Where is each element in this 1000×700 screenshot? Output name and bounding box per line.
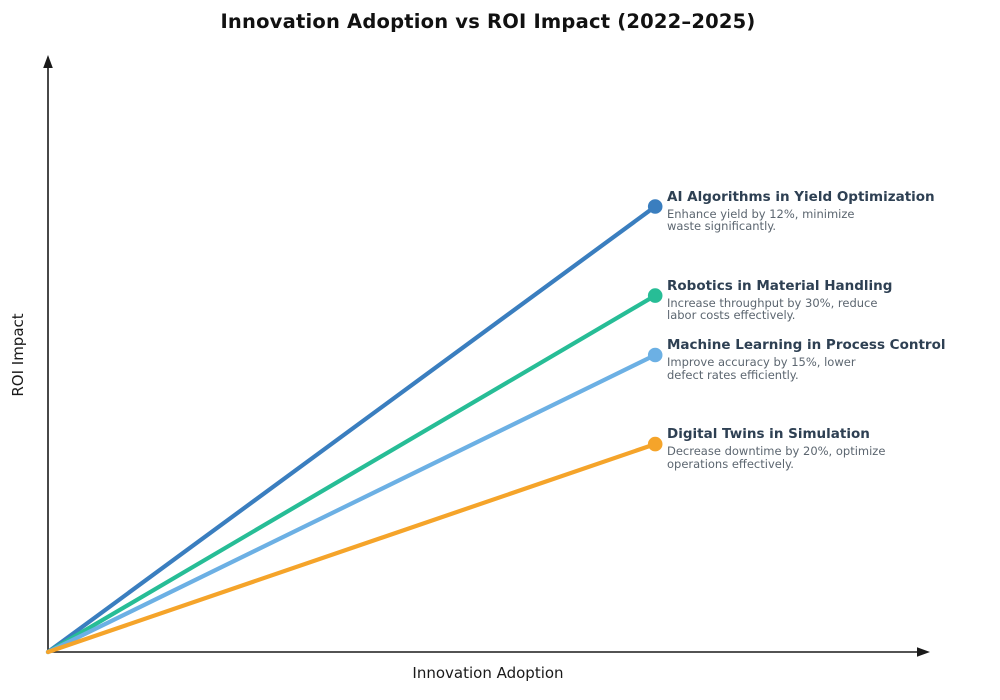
series-description: Increase throughput by 30%, reduce labor… [667, 295, 987, 323]
series-label: Robotics in Material Handling Increase t… [667, 278, 987, 322]
series-end-point [647, 436, 663, 452]
series-name: Machine Learning in Process Control [667, 337, 946, 353]
series-description-line: labor costs effectively. [667, 308, 796, 323]
series-end-point [647, 288, 663, 303]
series-description: Enhance yield by 12%, minimize waste sig… [667, 206, 987, 233]
series-end-point [647, 347, 663, 363]
series-description-line: Decrease downtime by 20%, optimize [667, 444, 886, 459]
x-axis-arrow-icon [917, 647, 930, 657]
series-name: AI Algorithms in Yield Optimization [667, 188, 935, 205]
series-description-line: defect rates efficiently. [667, 367, 799, 382]
series-description: Improve accuracy by 15%, lower defect ra… [667, 356, 987, 381]
series-end-point [647, 199, 663, 214]
series-description: Decrease downtime by 20%, optimize opera… [667, 445, 987, 470]
series-description-line: Enhance yield by 12%, minimize [667, 206, 855, 221]
series-description-line: operations effectively. [667, 456, 794, 471]
series-line [45, 204, 658, 655]
series-description-line: Increase throughput by 30%, reduce [667, 295, 878, 310]
x-axis-label: Innovation Adoption [412, 664, 564, 682]
series-name: Digital Twins in Simulation [667, 426, 870, 443]
y-axis-label: ROI Impact [9, 313, 27, 397]
series-name: Robotics in Material Handling [667, 277, 893, 294]
series-label: Machine Learning in Process Control Impr… [667, 337, 987, 381]
series-description-line: Improve accuracy by 15%, lower [667, 355, 856, 369]
chart-title: Innovation Adoption vs ROI Impact (2022–… [220, 10, 756, 33]
series-line [45, 293, 658, 655]
series-line [45, 442, 658, 655]
series-description-line: waste significantly. [667, 219, 777, 233]
series-label: Digital Twins in Simulation Decrease dow… [667, 426, 987, 470]
y-axis-arrow-icon [43, 55, 53, 68]
series-label: AI Algorithms in Yield Optimization Enha… [667, 189, 987, 233]
series-line [45, 352, 658, 655]
